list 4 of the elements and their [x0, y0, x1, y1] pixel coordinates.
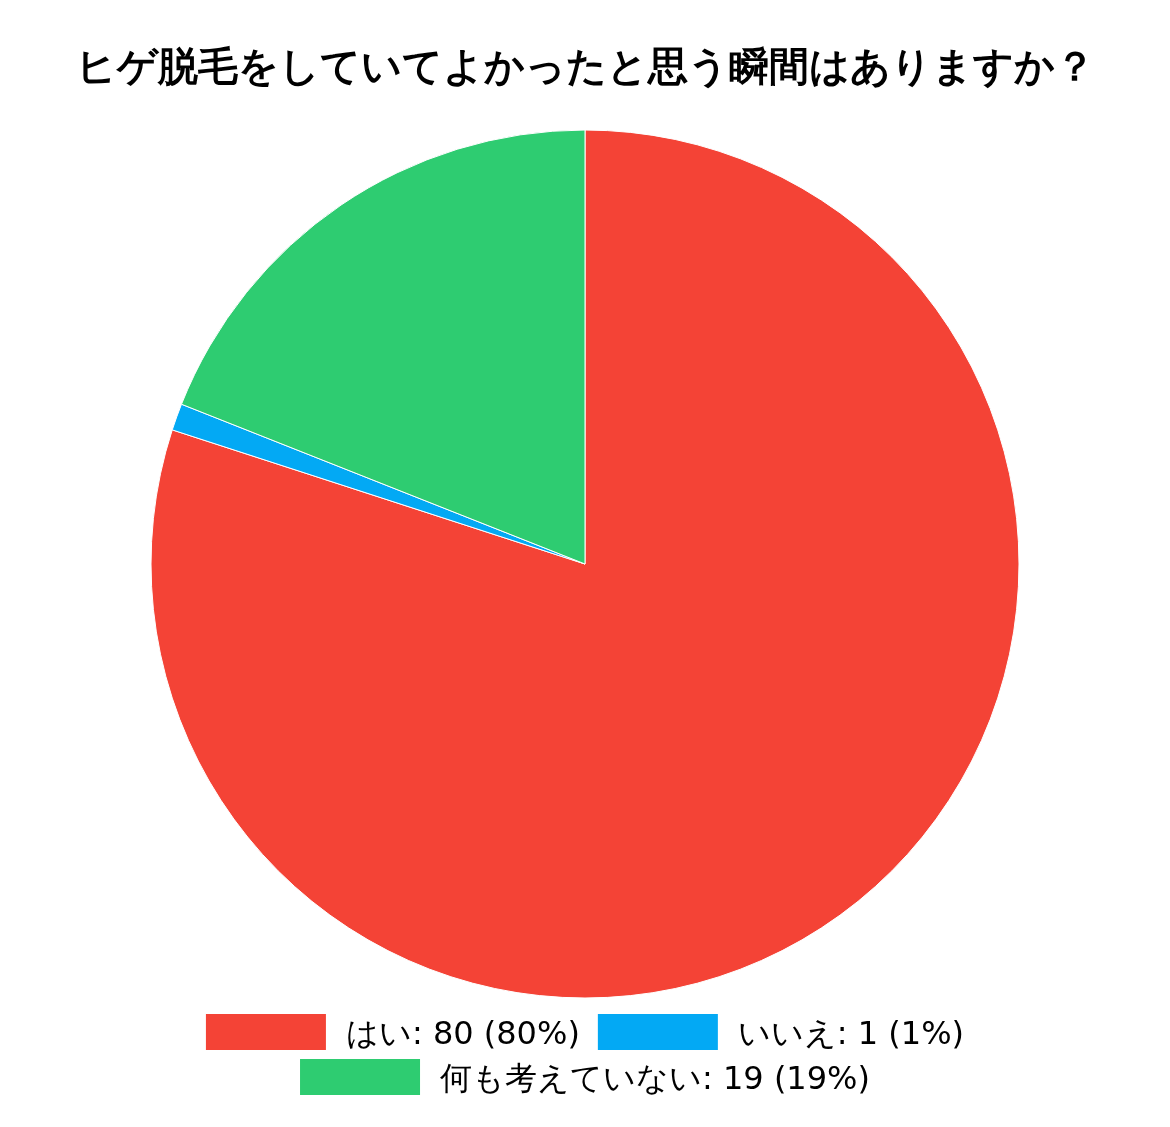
chart-title: ヒゲ脱毛をしていてよかったと思う瞬間はありますか？	[75, 43, 1095, 89]
legend-label: いいえ: 1 (1%)	[737, 1014, 965, 1052]
legend-label: はい: 80 (80%)	[345, 1014, 580, 1052]
legend-label: 何も考えていない: 19 (19%)	[440, 1059, 870, 1097]
